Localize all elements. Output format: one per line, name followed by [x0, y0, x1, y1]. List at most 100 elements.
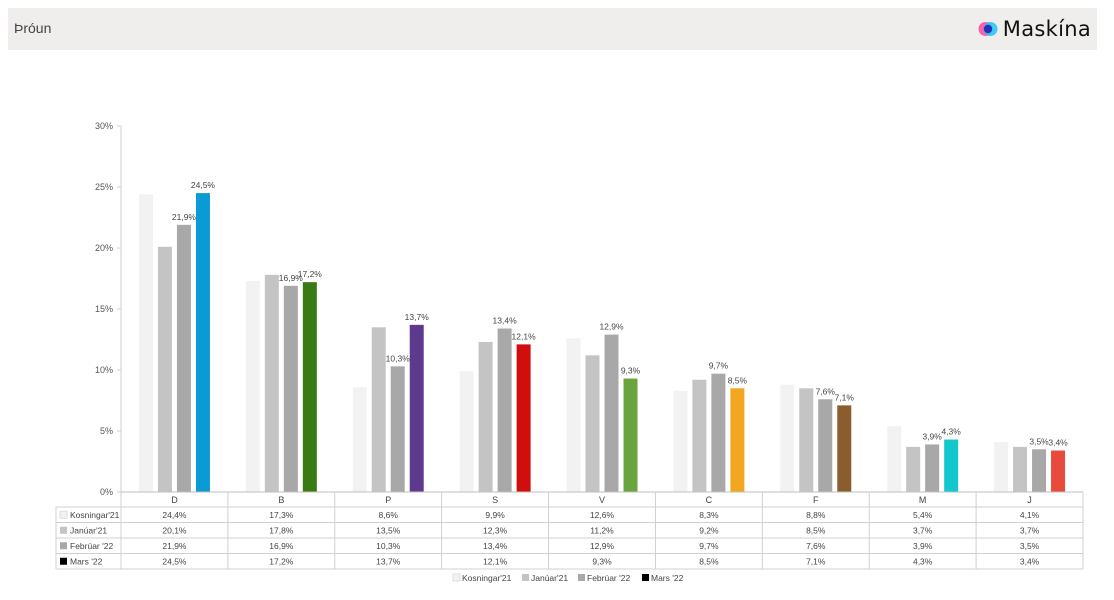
table-cell: 13,4% [483, 541, 508, 551]
table-cell: 12,3% [483, 525, 508, 535]
bar [283, 285, 298, 492]
data-label: 4,3% [941, 427, 961, 437]
header-bar: Þróun Maskína [8, 8, 1097, 50]
maskina-logo: Maskína [977, 16, 1091, 42]
table-cell: 3,4% [1020, 556, 1040, 566]
category-label: J [1027, 495, 1032, 505]
table-cell: 4,1% [1020, 510, 1040, 520]
table-legend-swatch [60, 557, 67, 565]
data-label: 7,6% [816, 386, 836, 396]
y-tick-label: 10% [95, 365, 113, 375]
y-tick-label: 30% [95, 121, 113, 131]
y-tick-label: 5% [100, 426, 113, 436]
logo-text: Maskína [1002, 17, 1091, 41]
bar [176, 224, 191, 492]
bar [692, 379, 707, 492]
data-label: 21,9% [172, 212, 197, 222]
maskina-logo-icon [977, 18, 999, 40]
legend-swatch [578, 574, 585, 581]
table-cell: 12,1% [483, 556, 508, 566]
bar [138, 194, 153, 492]
table-cell: 17,3% [269, 510, 294, 520]
category-label: M [919, 495, 927, 505]
table-legend-swatch [60, 542, 67, 550]
data-label: 9,3% [621, 366, 641, 376]
bar [478, 341, 493, 492]
data-label: 3,9% [922, 431, 942, 441]
table-cell: 8,5% [806, 525, 826, 535]
table-cell: 9,9% [485, 510, 505, 520]
legend-label: Mars '22 [651, 573, 684, 583]
table-cell: 12,9% [590, 541, 615, 551]
table-legend-swatch [59, 510, 68, 519]
bar [837, 405, 852, 492]
category-label: F [813, 495, 819, 505]
data-label: 10,3% [386, 353, 411, 363]
bar [799, 388, 814, 492]
bar [459, 371, 474, 492]
table-cell: 24,4% [162, 510, 187, 520]
bar [409, 324, 424, 492]
data-label: 12,9% [599, 322, 624, 332]
table-cell: 21,9% [162, 541, 187, 551]
table-cell: 3,9% [913, 541, 933, 551]
bar [1051, 450, 1066, 492]
bar [195, 193, 210, 492]
table-cell: 3,7% [1020, 525, 1040, 535]
table-cell: 12,6% [590, 510, 615, 520]
category-label: C [706, 495, 713, 505]
bar [371, 327, 386, 492]
legend-label: Febrúar '22 [587, 573, 630, 583]
table-row-header: Janúar'21 [70, 525, 107, 535]
legend-label: Kosningar'21 [462, 573, 512, 583]
bar [818, 399, 833, 492]
bar [302, 282, 317, 492]
table-cell: 8,5% [699, 556, 719, 566]
y-tick-label: 15% [95, 304, 113, 314]
category-label: B [278, 495, 284, 505]
y-tick-label: 0% [100, 487, 113, 497]
table-cell: 7,1% [806, 556, 826, 566]
bar [497, 328, 512, 492]
bar [157, 246, 172, 492]
data-label: 16,9% [279, 273, 304, 283]
data-label: 8,5% [728, 375, 748, 385]
table-cell: 3,5% [1020, 541, 1040, 551]
bar [906, 446, 921, 492]
legend-label: Janúar'21 [531, 573, 568, 583]
bar [780, 384, 795, 492]
bar [887, 426, 902, 492]
bar [585, 355, 600, 492]
table-cell: 9,7% [699, 541, 719, 551]
table-cell: 8,8% [806, 510, 826, 520]
bar [730, 388, 745, 492]
category-label: D [171, 495, 178, 505]
table-cell: 9,3% [592, 556, 612, 566]
bar [673, 390, 688, 492]
bar [711, 373, 726, 492]
table-row-header: Febrúar '22 [70, 541, 113, 551]
bar [516, 344, 531, 492]
legend-swatch [452, 573, 461, 582]
data-label: 24,5% [191, 180, 216, 190]
table-cell: 17,8% [269, 525, 294, 535]
data-label: 3,4% [1048, 438, 1068, 448]
table-cell: 24,5% [162, 556, 187, 566]
table-cell: 5,4% [913, 510, 933, 520]
table-cell: 3,7% [913, 525, 933, 535]
bar [994, 441, 1009, 492]
legend-swatch [642, 574, 649, 581]
table-legend-swatch [60, 526, 67, 534]
table-row-header: Kosningar'21 [70, 510, 120, 520]
bar [566, 338, 581, 492]
data-label: 17,2% [298, 269, 323, 279]
table-cell: 20,1% [162, 525, 187, 535]
category-label: P [385, 495, 391, 505]
bar [623, 378, 638, 492]
table-cell: 8,3% [699, 510, 719, 520]
table-cell: 8,6% [379, 510, 399, 520]
bar [1032, 449, 1047, 492]
table-cell: 16,9% [269, 541, 294, 551]
data-label: 13,4% [493, 316, 518, 326]
